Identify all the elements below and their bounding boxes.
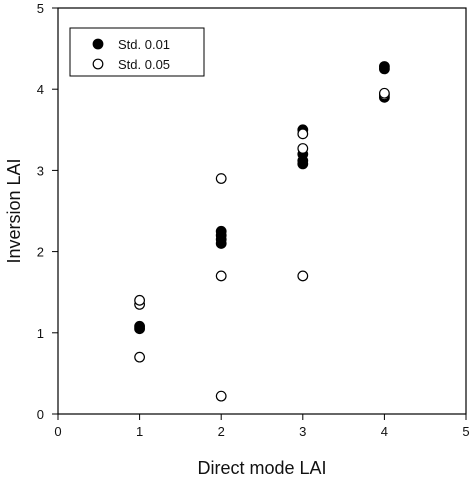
y-tick-label: 0: [37, 407, 44, 422]
legend-marker-filled: [92, 38, 104, 50]
data-point-std-001: [134, 320, 146, 332]
y-axis-label: Inversion LAI: [4, 158, 24, 263]
y-tick-label: 3: [37, 163, 44, 178]
x-tick-label: 1: [136, 424, 143, 439]
data-point-std-005: [215, 390, 227, 402]
legend-marker-open: [92, 58, 104, 70]
data-point-std-005: [297, 128, 309, 140]
data-point-std-005: [215, 173, 227, 184]
data-point-std-001: [215, 225, 227, 237]
x-tick-label: 5: [462, 424, 469, 439]
data-point-std-005: [297, 270, 309, 282]
data-point-std-005: [134, 294, 146, 306]
data-point-std-005: [134, 351, 146, 363]
legend-label: Std. 0.01: [118, 37, 170, 52]
data-point-std-001: [379, 61, 390, 72]
x-tick-label: 3: [299, 424, 306, 439]
data-points: [134, 61, 390, 402]
plot-frame: [57, 7, 467, 415]
y-tick-label: 2: [37, 245, 44, 260]
x-tick-label: 0: [54, 424, 61, 439]
x-axis-label: Direct mode LAI: [197, 458, 326, 478]
y-tick-label: 1: [37, 326, 44, 341]
plot-area-border: [57, 7, 467, 415]
legend-label: Std. 0.05: [118, 57, 170, 72]
y-tick-label: 4: [37, 82, 44, 97]
legend-box: [69, 27, 205, 77]
y-tick-label: 5: [37, 1, 44, 16]
data-point-std-005: [379, 87, 390, 99]
x-tick-label: 4: [381, 424, 388, 439]
data-point-std-005: [297, 143, 309, 154]
axis-ticks: 0 1 2 3 4 5 0 1 2 3 4 5: [37, 1, 470, 439]
x-tick-label: 2: [218, 424, 225, 439]
data-point-std-005: [215, 270, 227, 282]
legend: Std. 0.01 Std. 0.05: [69, 27, 205, 77]
